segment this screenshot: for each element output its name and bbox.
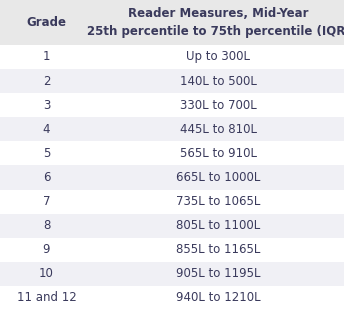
- Bar: [0, 69, 344, 93]
- Text: 7: 7: [43, 195, 50, 208]
- Bar: [0, 214, 344, 238]
- Text: 3: 3: [43, 99, 50, 112]
- Text: 9: 9: [43, 243, 50, 256]
- Bar: [0, 117, 344, 141]
- Text: 445L to 810L: 445L to 810L: [180, 123, 257, 136]
- Bar: [0, 189, 344, 214]
- Text: 665L to 1000L: 665L to 1000L: [176, 171, 261, 184]
- Text: 2: 2: [43, 75, 50, 88]
- Text: 735L to 1065L: 735L to 1065L: [176, 195, 261, 208]
- Bar: [0, 262, 344, 286]
- Text: 940L to 1210L: 940L to 1210L: [176, 291, 261, 304]
- Text: 4: 4: [43, 123, 50, 136]
- Text: 905L to 1195L: 905L to 1195L: [176, 267, 261, 280]
- Text: 10: 10: [39, 267, 54, 280]
- Text: 565L to 910L: 565L to 910L: [180, 147, 257, 160]
- Text: 6: 6: [43, 171, 50, 184]
- Bar: [0, 45, 344, 69]
- Bar: [0, 141, 344, 166]
- Text: Up to 300L: Up to 300L: [186, 51, 250, 64]
- Bar: [0, 238, 344, 262]
- Bar: [0, 93, 344, 117]
- Text: Grade: Grade: [26, 16, 66, 29]
- Text: 1: 1: [43, 51, 50, 64]
- Text: 8: 8: [43, 219, 50, 232]
- Bar: [0, 0, 344, 45]
- Text: 5: 5: [43, 147, 50, 160]
- Text: 855L to 1165L: 855L to 1165L: [176, 243, 261, 256]
- Bar: [0, 166, 344, 189]
- Text: 11 and 12: 11 and 12: [17, 291, 76, 304]
- Text: 140L to 500L: 140L to 500L: [180, 75, 257, 88]
- Bar: [0, 286, 344, 310]
- Text: 805L to 1100L: 805L to 1100L: [176, 219, 260, 232]
- Text: Reader Measures, Mid-Year
25th percentile to 75th percentile (IQR): Reader Measures, Mid-Year 25th percentil…: [87, 7, 344, 38]
- Text: 330L to 700L: 330L to 700L: [180, 99, 257, 112]
